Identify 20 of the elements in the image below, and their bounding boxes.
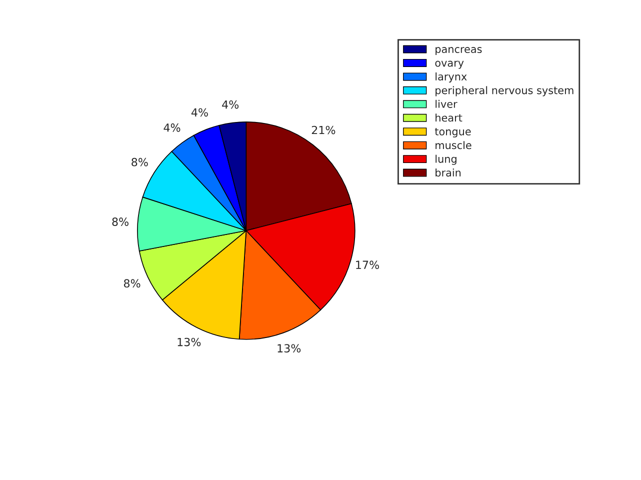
legend-label: larynx xyxy=(436,72,467,83)
legend-label: tongue xyxy=(434,128,471,138)
legend-label: peripheral nervous system xyxy=(436,86,574,96)
legend-label: muscle xyxy=(436,141,472,150)
legend-label: ovary xyxy=(435,60,464,69)
data-label: 17% xyxy=(356,260,379,270)
data-label: 8% xyxy=(132,158,148,166)
data-label: 8% xyxy=(124,279,140,288)
data-label: 4% xyxy=(191,108,208,117)
data-label: 13% xyxy=(278,344,301,353)
data-label: 4% xyxy=(164,123,180,132)
legend-label: liver xyxy=(436,100,458,108)
legend-label: lung xyxy=(436,154,456,165)
legend-label: brain xyxy=(436,168,461,177)
data-label: 8% xyxy=(112,218,128,226)
data-label: 4% xyxy=(222,100,239,109)
data-label: 21% xyxy=(312,126,336,134)
legend-label: pancreas xyxy=(436,47,482,56)
legend-label: heart xyxy=(436,114,462,122)
data-label: 13% xyxy=(178,338,201,346)
